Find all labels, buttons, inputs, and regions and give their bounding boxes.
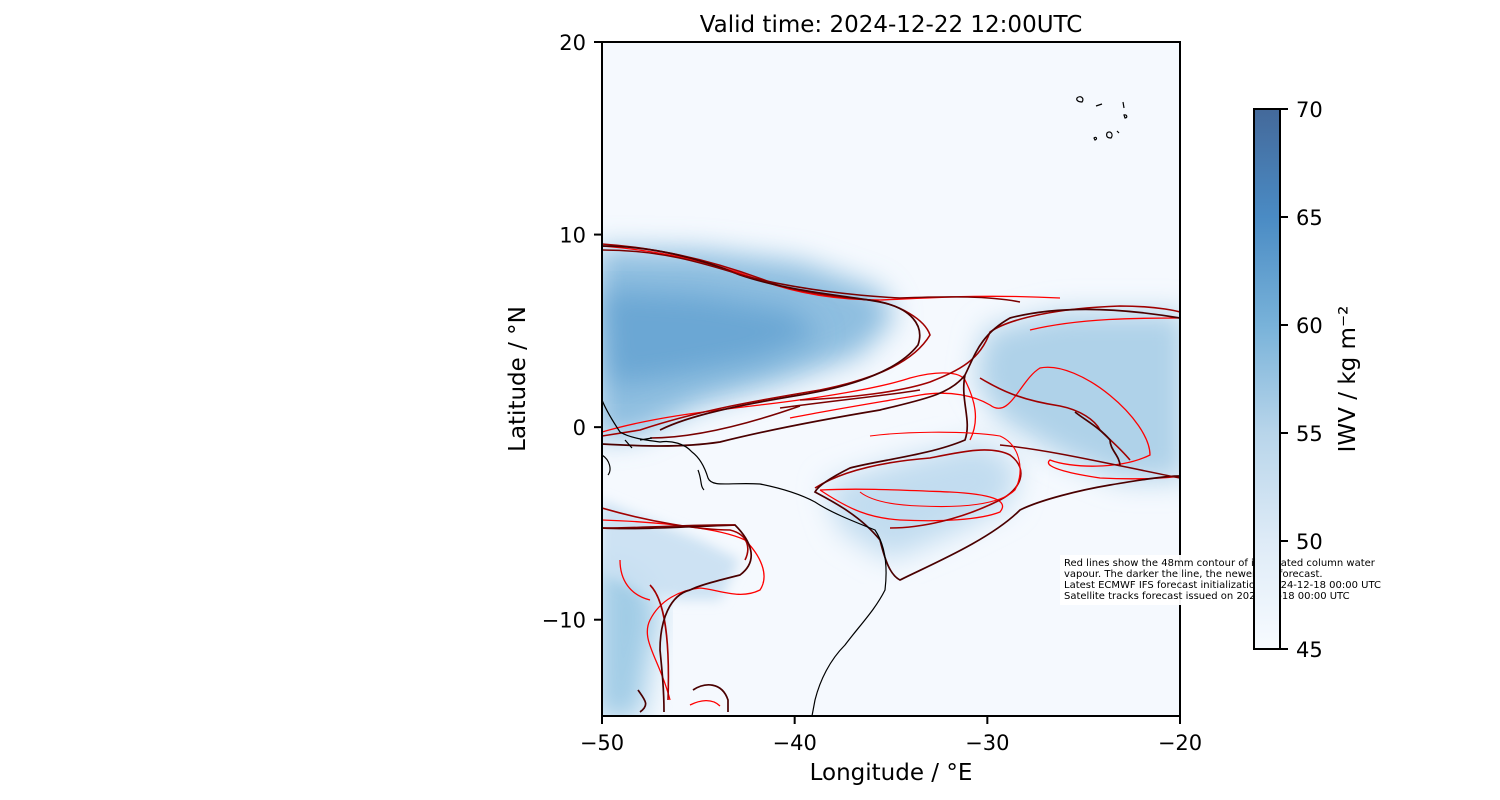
y-tick-label: −10 [542, 609, 586, 633]
contour-newest [602, 245, 1180, 707]
y-tick-label: 10 [559, 224, 586, 248]
annotation-line-3: Latest ECMWF IFS forecast initialization… [1064, 580, 1381, 591]
island-cape-verde-4 [1123, 114, 1128, 119]
x-axis: −50 −40 −30 −20 [580, 716, 1202, 755]
colorbar-tick-label: 50 [1296, 530, 1323, 554]
annotation-line-2: vapour. The darker the line, the newer t… [1064, 569, 1323, 580]
chart-title: Valid time: 2024-12-22 12:00UTC [700, 12, 1083, 38]
coastline-detail [602, 437, 705, 491]
contour-south-east-red [859, 431, 1021, 508]
coastlines [602, 96, 1128, 716]
contour-mid [602, 249, 1180, 529]
colorbar-tick-label: 55 [1296, 422, 1323, 446]
colorbar-tick-label: 45 [1296, 638, 1323, 662]
annotation-background [1060, 555, 1425, 605]
annotation-line-4: Satellite tracks forecast issued on 2024… [1064, 591, 1350, 602]
moist-region-east [975, 312, 1180, 480]
x-tick-label: −30 [965, 731, 1009, 755]
iwv-contours [602, 243, 1180, 713]
island-cape-verde-2 [1095, 103, 1103, 107]
colorbar-label: IWV / kg m⁻² [1335, 306, 1361, 453]
annotation-box: Red lines show the 48mm contour of integ… [1060, 555, 1425, 605]
island-cape-verde-7 [1116, 130, 1120, 134]
y-tick-label: 20 [559, 31, 586, 55]
coastline-south-america [602, 399, 887, 716]
x-tick-label: −40 [773, 731, 817, 755]
colorbar: 45 50 55 60 65 70 IWV / kg m⁻² [1253, 98, 1361, 662]
x-tick-label: −50 [580, 731, 624, 755]
moist-region-south-west [602, 561, 660, 716]
colorbar-tick-label: 60 [1296, 314, 1323, 338]
colorbar-tick-label: 65 [1296, 206, 1323, 230]
map-plot-area: −50 −40 −30 −20 20 10 0 −10 Longitude / °E Lat… [505, 31, 1425, 786]
y-axis-label: Latitude / °N [505, 306, 531, 452]
colorbar-tick-label: 70 [1296, 98, 1323, 122]
colorbar-ticks: 45 50 55 60 65 70 [1280, 98, 1323, 662]
y-axis: 20 10 0 −10 [542, 31, 602, 633]
colorbar-gradient [1253, 108, 1281, 650]
annotation-line-1: Red lines show the 48mm contour of integ… [1064, 558, 1376, 569]
x-tick-label: −20 [1158, 731, 1202, 755]
x-axis-label: Longitude / °E [810, 760, 973, 786]
island-cape-verde-6 [1093, 136, 1098, 141]
island-cape-verde-1 [1076, 96, 1084, 103]
island-cape-verde-3 [1122, 101, 1125, 109]
plot-frame [601, 41, 1181, 717]
moist-region-north-west-core [602, 290, 820, 385]
y-tick-label: 0 [573, 416, 586, 440]
island-cape-verde-5 [1106, 131, 1113, 139]
moist-region-south-west-2 [602, 500, 740, 600]
